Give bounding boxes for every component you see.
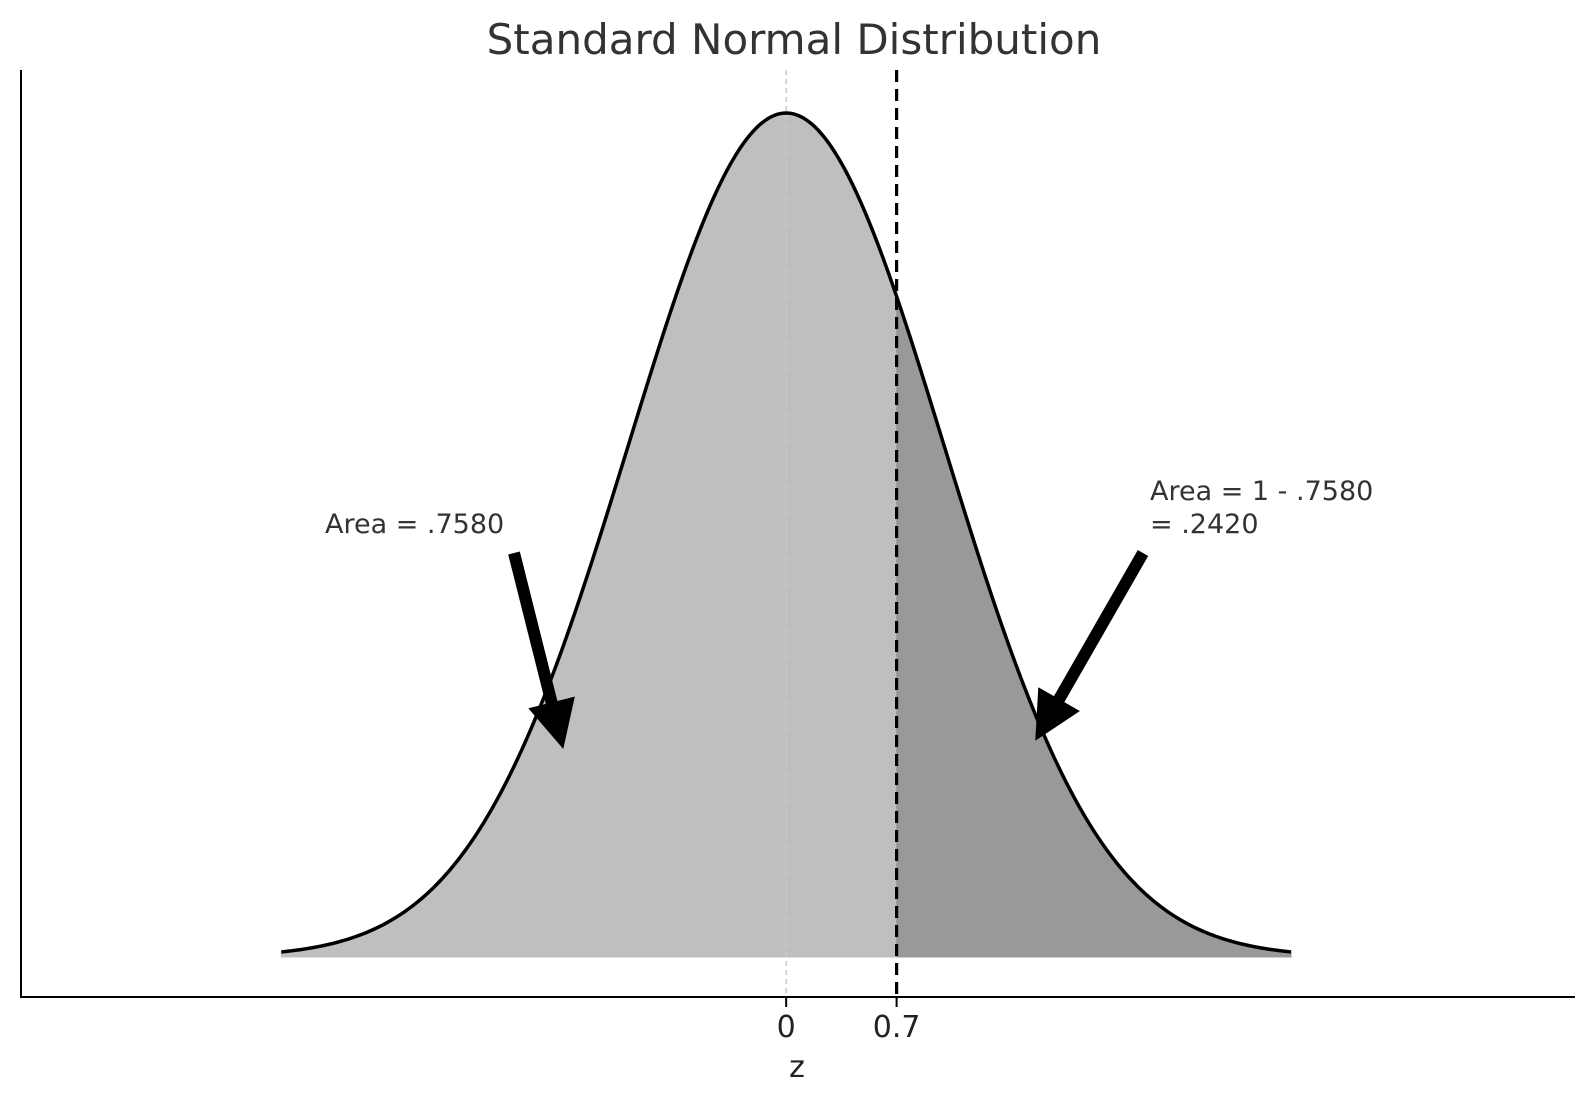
x-ticks: 0 0.7 xyxy=(777,997,921,1045)
x-axis-label: z xyxy=(789,1050,805,1085)
annotation-left-arrow xyxy=(508,551,575,749)
annotation-left-area: Area = .7580 xyxy=(325,509,504,540)
annotation-left-line-1: Area = .7580 xyxy=(325,509,504,540)
annotation-right-area: Area = 1 - .7580 = .2420 xyxy=(1150,476,1382,540)
density-curve xyxy=(281,111,1292,954)
annotation-right-line-2: = .2420 xyxy=(1150,509,1259,540)
annotation-right-line-1: Area = 1 - .7580 xyxy=(1150,476,1373,507)
chart-title: Standard Normal Distribution xyxy=(487,15,1102,64)
x-tick-label-0: 0 xyxy=(777,1010,796,1045)
annotation-right-arrow xyxy=(1035,550,1149,741)
x-tick-label-1: 0.7 xyxy=(873,1010,921,1045)
